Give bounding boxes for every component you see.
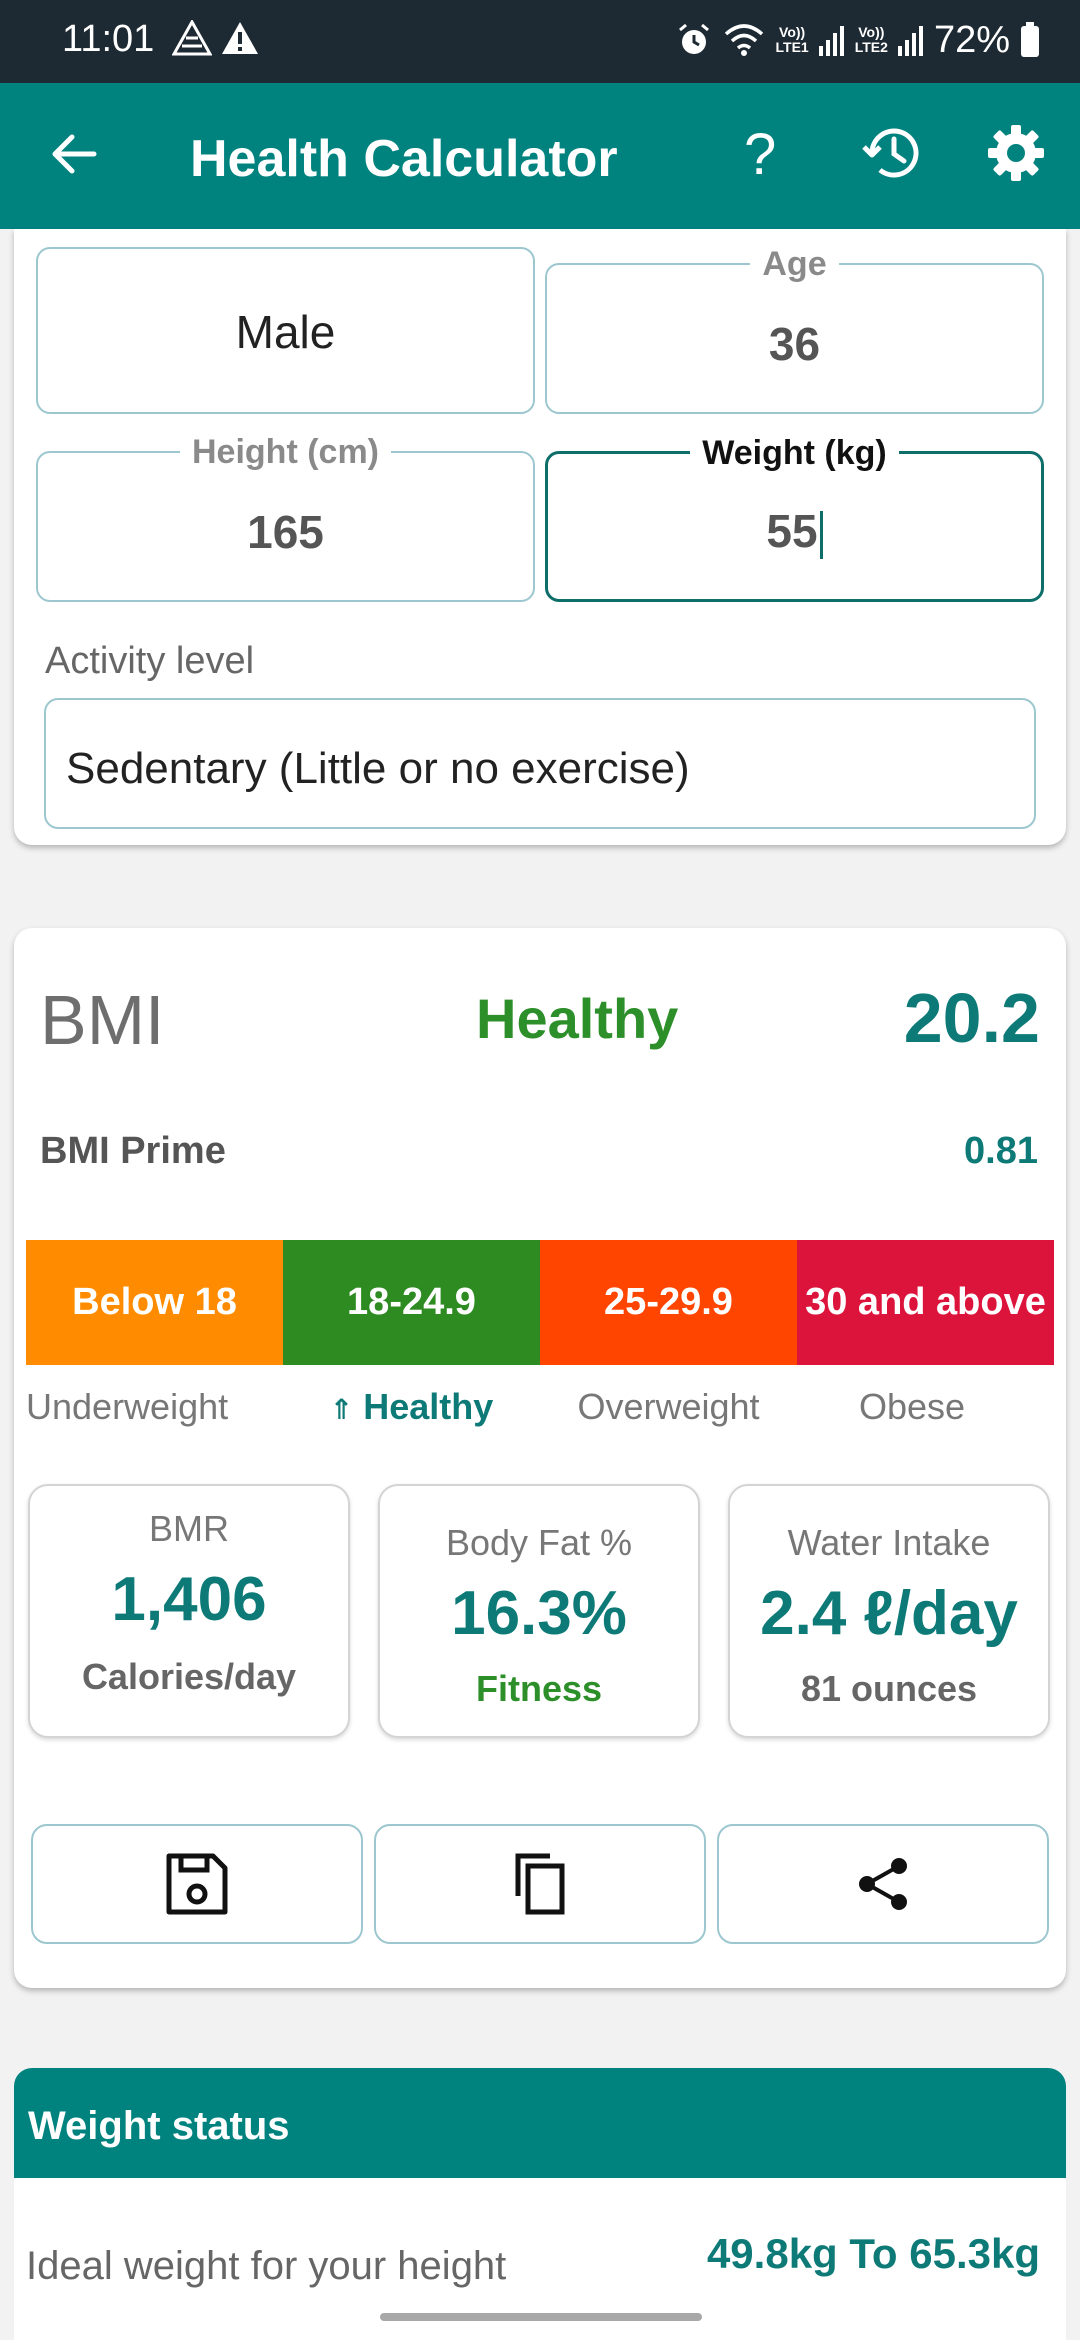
save-button[interactable] [31, 1824, 363, 1944]
age-field[interactable]: Age 36 [545, 245, 1044, 414]
bmr-title: BMR [149, 1508, 229, 1549]
copy-icon [515, 1853, 565, 1915]
wifi-icon [724, 24, 763, 56]
share-icon [859, 1858, 907, 1910]
bmi-card [14, 928, 1066, 1988]
weight-field[interactable]: Weight (kg) 55 [545, 434, 1044, 602]
page-title: Health Calculator [190, 130, 618, 188]
status-bar: 11:01 Vo)) LTE1 V [0, 0, 1080, 83]
body-fat-value: 16.3% [451, 1579, 627, 1648]
system-icons: Vo)) LTE1 Vo)) LTE2 72% [676, 18, 1040, 62]
signal-sim1-icon [818, 26, 844, 56]
activity-level-label: Activity level [45, 640, 255, 682]
bmi-value: 20.2 [903, 979, 1040, 1057]
body-fat-title: Body Fat % [445, 1522, 633, 1563]
weight-status-card: Weight status [14, 2068, 1066, 2340]
water-intake-title: Water Intake [787, 1522, 991, 1563]
range-overweight: 25-29.9 [540, 1240, 797, 1365]
bmi-status: Healthy [476, 987, 679, 1050]
category-underweight: Underweight [26, 1386, 229, 1427]
ideal-weight-value: 49.8kg To 65.3kg [706, 2230, 1040, 2277]
body-fat-category: Fitness [475, 1668, 603, 1709]
water-intake-value: 2.4 ℓ/day [760, 1579, 1018, 1648]
category-healthy-label: Healthy [363, 1386, 494, 1427]
activity-level-value: Sedentary (Little or no exercise) [66, 744, 690, 793]
bmi-prime-value: 0.81 [964, 1130, 1038, 1172]
app-bar: Health Calculator ? [0, 83, 1080, 229]
gesture-navigation-bar[interactable] [380, 2313, 702, 2321]
weight-label: Weight (kg) [690, 434, 899, 472]
signal-sim2-icon [897, 26, 923, 56]
warning-icon [222, 22, 258, 54]
text-cursor [819, 510, 823, 559]
indicator-arrow-icon: ⇑ [329, 1394, 354, 1425]
height-label: Height (cm) [180, 433, 391, 471]
category-overweight: Overweight [577, 1386, 760, 1427]
notification-icons [172, 20, 260, 60]
category-obese: Obese [858, 1386, 966, 1427]
gear-icon[interactable] [984, 121, 1048, 185]
volte-sim1-indicator: Vo)) LTE1 [775, 24, 809, 55]
back-arrow-icon[interactable] [44, 123, 106, 185]
bmi-prime-label: BMI Prime [40, 1130, 226, 1172]
bmr-value: 1,406 [111, 1565, 267, 1634]
bmi-title: BMI [40, 981, 165, 1059]
gender-value: Male [235, 306, 336, 358]
status-time: 11:01 [62, 18, 155, 60]
water-intake-card: Water Intake 2.4 ℓ/day 81 ounces [728, 1484, 1050, 1738]
height-value: 165 [247, 506, 324, 558]
help-button[interactable]: ? [744, 122, 777, 187]
bmr-card: BMR 1,406 Calories/day [28, 1484, 350, 1738]
range-underweight: Below 18 [26, 1240, 283, 1365]
weight-value: 55 [766, 505, 818, 557]
water-intake-ounces: 81 ounces [800, 1668, 978, 1709]
body-fat-card: Body Fat % 16.3% Fitness [378, 1484, 700, 1738]
height-field[interactable]: Height (cm) 165 [36, 433, 535, 602]
age-value: 36 [768, 318, 821, 370]
activity-level-select[interactable]: Sedentary (Little or no exercise) [44, 698, 1036, 829]
signal-triangle-icon [172, 20, 212, 56]
history-icon[interactable] [860, 121, 924, 185]
gender-selector[interactable]: Male [36, 247, 535, 414]
copy-button[interactable] [374, 1824, 706, 1944]
alarm-icon [678, 23, 709, 54]
battery-percent: 72% [933, 18, 1010, 61]
weight-status-header: Weight status [14, 2068, 1066, 2178]
ideal-weight-label: Ideal weight for your height [26, 2244, 507, 2288]
volte-sim2-indicator: Vo)) LTE2 [854, 24, 888, 55]
category-healthy: ⇑ Healthy [283, 1386, 540, 1428]
range-healthy: 18-24.9 [283, 1240, 540, 1365]
share-button[interactable] [717, 1824, 1049, 1944]
battery-icon [1021, 22, 1039, 57]
save-icon [166, 1853, 228, 1915]
range-obese: 30 and above [797, 1240, 1054, 1365]
bmr-unit: Calories/day [81, 1656, 297, 1697]
age-label: Age [750, 245, 839, 283]
weight-input[interactable]: 55 [548, 504, 1041, 559]
